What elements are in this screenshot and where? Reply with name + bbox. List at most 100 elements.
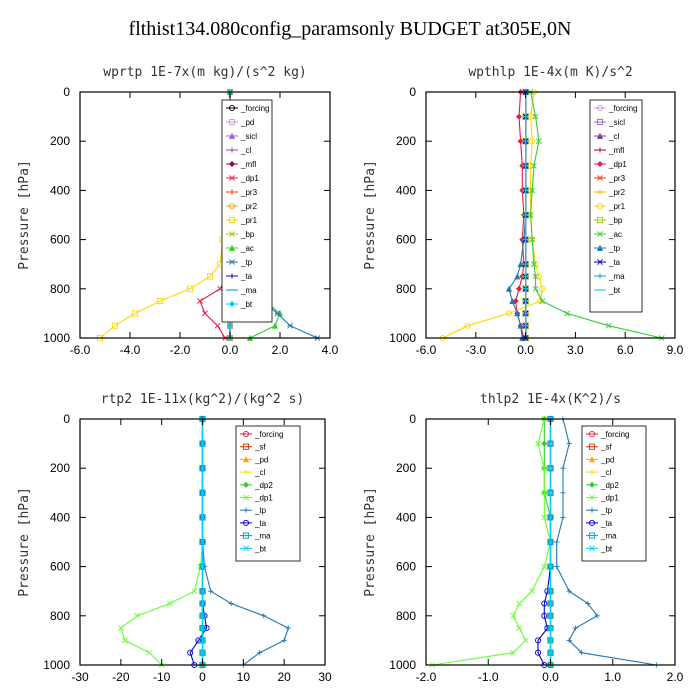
legend-label: _sicl bbox=[240, 132, 257, 141]
data-point bbox=[199, 625, 206, 632]
legend-label: _forcing bbox=[608, 104, 637, 113]
legend-label: _dp1 bbox=[240, 174, 259, 183]
legend-label: _sf bbox=[600, 443, 612, 452]
y-tick-label: 600 bbox=[396, 560, 416, 574]
data-point bbox=[547, 539, 554, 545]
data-point bbox=[505, 310, 513, 317]
legend-marker bbox=[596, 118, 604, 126]
data-point bbox=[514, 273, 521, 280]
series-bt bbox=[199, 416, 206, 668]
panel-title: wprtp 1E-7x(m kg)/(s^2 kg) bbox=[103, 65, 307, 80]
legend-label: _tp bbox=[608, 244, 621, 253]
x-tick-label: 0.0 bbox=[517, 343, 534, 357]
y-tick-label: 800 bbox=[396, 609, 416, 623]
data-point bbox=[517, 138, 524, 145]
data-point bbox=[514, 310, 521, 317]
legend-label: _pd bbox=[600, 455, 614, 464]
y-tick-label: 0 bbox=[63, 412, 70, 426]
y-tick-label: 800 bbox=[50, 609, 70, 623]
legend-label: _cl bbox=[240, 146, 251, 155]
data-point bbox=[287, 322, 293, 329]
legend-entry: _dp2 bbox=[240, 481, 273, 490]
legend-entry: _pr1 bbox=[594, 202, 626, 211]
series-dp1 bbox=[117, 416, 206, 668]
legend-marker bbox=[242, 532, 250, 539]
data-point bbox=[519, 273, 526, 280]
data-point bbox=[195, 637, 202, 644]
legend-label: _ma bbox=[608, 272, 625, 281]
x-tick-label: 30 bbox=[318, 670, 332, 684]
data-point bbox=[510, 612, 517, 619]
data-point bbox=[547, 625, 554, 632]
data-point bbox=[539, 298, 546, 305]
data-point bbox=[199, 637, 206, 644]
y-tick-label: 1000 bbox=[43, 658, 70, 672]
legend-marker bbox=[228, 202, 236, 210]
data-point bbox=[535, 273, 542, 280]
data-point bbox=[516, 600, 523, 607]
legend-entry: _cl bbox=[240, 468, 265, 477]
y-tick-label: 400 bbox=[50, 510, 70, 524]
series-line bbox=[432, 418, 552, 666]
data-point bbox=[541, 612, 548, 619]
data-point bbox=[187, 649, 194, 656]
data-point bbox=[547, 563, 554, 570]
legend-marker bbox=[589, 545, 595, 552]
data-point bbox=[535, 440, 541, 447]
legend-entry: _ac bbox=[594, 230, 622, 239]
legend-marker bbox=[588, 481, 596, 488]
legend-label: _bt bbox=[240, 300, 253, 309]
plot-frame bbox=[79, 91, 331, 339]
legend-entry: _ma bbox=[226, 286, 257, 295]
y-tick-label: 400 bbox=[396, 510, 416, 524]
x-tick-label: -10 bbox=[153, 670, 171, 684]
legend: _forcing _pd _sicl _cl _mfl _dp1 _pr3 _pr2 _pr1 _… bbox=[221, 99, 273, 323]
series-line bbox=[99, 92, 231, 339]
legend-marker bbox=[596, 244, 604, 251]
series-dp1 bbox=[429, 416, 554, 668]
legend-entry: _dp1 bbox=[240, 494, 273, 503]
legend-marker bbox=[596, 202, 604, 210]
y-tick-label: 0 bbox=[63, 85, 70, 99]
legend-entry: _cl bbox=[594, 132, 619, 141]
data-point bbox=[554, 564, 560, 570]
x-tick-label: -1.0 bbox=[478, 670, 499, 684]
legend: _forcing _sicl _cl _mfl _dp1 _pr3 _pr2 _pr1 _bp _… bbox=[589, 99, 643, 313]
legend-entry: _tp bbox=[594, 244, 621, 253]
legend-label: _bt bbox=[600, 544, 613, 553]
data-point bbox=[547, 440, 554, 447]
legend-entry: _mfl bbox=[594, 146, 624, 155]
data-point bbox=[532, 285, 539, 292]
legend-entry: _ta bbox=[240, 519, 267, 528]
legend-label: _cl bbox=[600, 468, 611, 477]
data-point bbox=[226, 322, 234, 329]
data-point bbox=[530, 261, 537, 268]
data-point bbox=[605, 322, 612, 329]
y-axis-label: Pressure [hPa] bbox=[17, 160, 32, 270]
legend-entry: _bt bbox=[586, 544, 613, 553]
data-point bbox=[560, 514, 566, 520]
data-point bbox=[505, 285, 513, 292]
x-tick-label: -2.0 bbox=[170, 343, 191, 357]
legend-label: _pr1 bbox=[240, 216, 258, 225]
data-point bbox=[199, 514, 206, 521]
legend-label: _dp1 bbox=[600, 494, 619, 503]
legend-marker bbox=[229, 189, 235, 195]
y-tick-label: 400 bbox=[50, 183, 70, 197]
legend-label: _cl bbox=[608, 132, 619, 141]
legend-entry: _pd bbox=[240, 455, 268, 464]
legend-marker bbox=[588, 456, 596, 463]
legend-label: _pr3 bbox=[240, 188, 258, 197]
legend-entry: _ac bbox=[226, 244, 254, 253]
legend-entry: _pr2 bbox=[594, 188, 626, 197]
legend-marker bbox=[589, 494, 595, 501]
legend-marker bbox=[243, 545, 249, 552]
data-point bbox=[566, 637, 572, 643]
y-axis-label: Pressure [hPa] bbox=[363, 487, 378, 597]
series-tp bbox=[554, 416, 659, 668]
x-tick-label: 2.0 bbox=[667, 670, 684, 684]
y-tick-label: 600 bbox=[396, 233, 416, 247]
series-line bbox=[530, 91, 662, 339]
legend-marker bbox=[242, 456, 250, 463]
